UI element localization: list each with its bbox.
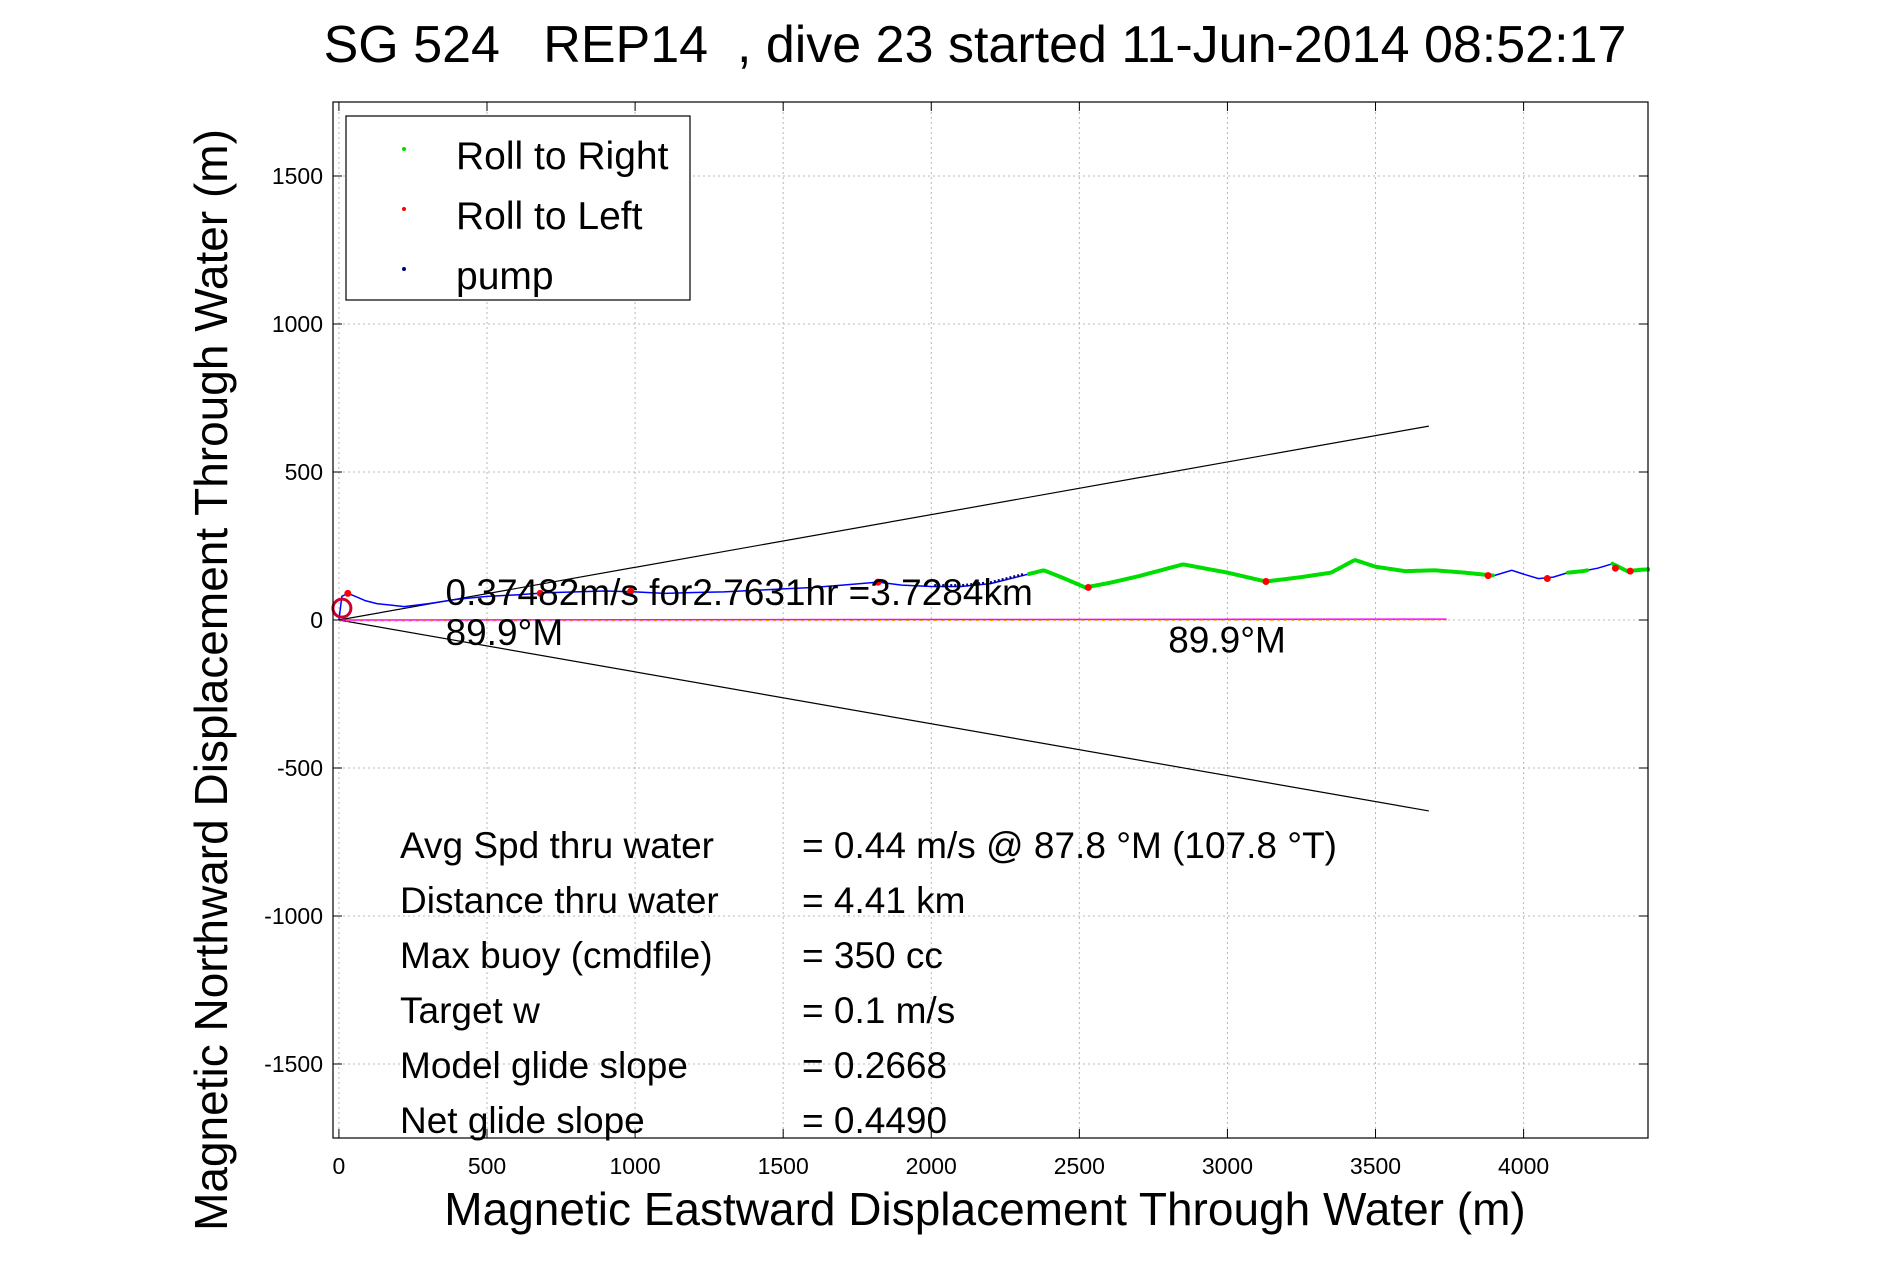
x-tick-label: 500 [468, 1153, 506, 1179]
legend-label: Roll to Right [456, 135, 669, 178]
roll-left-point [1084, 583, 1092, 591]
annotation-text: 89.9°M [446, 612, 564, 653]
stat-value: = 0.44 m/s @ 87.8 °M (107.8 °T) [802, 825, 1337, 866]
heading-line-dots [338, 619, 1447, 622]
stat-label: Max buoy (cmdfile) [400, 935, 713, 976]
y-tick-label: 500 [285, 459, 323, 485]
legend-label: Roll to Left [456, 195, 643, 238]
tick-labels: 0 500 1000 1500 2000 2500 3000 3500 4000 -1500 -10… [264, 163, 1549, 1179]
stats-block: Avg Spd thru water = 0.44 m/s @ 87.8 °M (… [400, 825, 1337, 1141]
roll-right-segment [1566, 568, 1589, 575]
y-tick-label: 0 [310, 607, 323, 633]
y-tick-label: -1000 [264, 903, 323, 929]
stat-label: Distance thru water [400, 880, 719, 921]
y-tick-label: -1500 [264, 1051, 323, 1077]
roll-left-point [1262, 578, 1270, 586]
stat-label: Avg Spd thru water [400, 825, 714, 866]
stat-label: Model glide slope [400, 1045, 688, 1086]
x-tick-label: 0 [333, 1153, 346, 1179]
stat-label: Net glide slope [400, 1100, 645, 1141]
roll-left-point [536, 589, 544, 597]
stat-value: = 350 cc [802, 935, 943, 976]
roll-right-segment [1027, 568, 1086, 589]
roll-left-point [344, 589, 352, 597]
roll-left-point [1626, 567, 1634, 575]
legend-marker [402, 147, 406, 151]
stat-value: = 0.4490 [802, 1100, 947, 1141]
x-tick-label: 3500 [1350, 1153, 1401, 1179]
axes [332, 101, 1649, 1139]
y-tick-label: 1000 [272, 311, 323, 337]
y-axis-label: Magnetic Northward Displacement Through … [185, 129, 237, 1231]
x-tick-label: 1000 [610, 1153, 661, 1179]
stat-label: Target w [400, 990, 540, 1031]
legend: Roll to Right Roll to Left pump [345, 115, 691, 301]
legend-marker [402, 207, 406, 211]
roll-left-point [627, 587, 635, 595]
heading-line [338, 618, 1447, 621]
roll-left-point [1611, 564, 1619, 572]
reference-lines [338, 425, 1447, 812]
track-line [338, 559, 1649, 621]
legend-marker [402, 267, 406, 271]
x-tick-label: 3000 [1202, 1153, 1253, 1179]
stat-value: = 4.41 km [802, 880, 966, 921]
x-tick-label: 2500 [1054, 1153, 1105, 1179]
stat-value: = 0.2668 [802, 1045, 947, 1086]
annotation-text: 89.9°M [1168, 620, 1286, 661]
x-tick-label: 1500 [758, 1153, 809, 1179]
track-markers [344, 558, 1650, 597]
y-tick-label: 1500 [272, 163, 323, 189]
grid [333, 102, 1648, 1138]
roll-left-point [1484, 572, 1492, 580]
x-tick-label: 4000 [1498, 1153, 1549, 1179]
roll-left-point [1543, 575, 1551, 583]
annotation-text: 0.37482m/s for2.7631hr =3.7284km [446, 572, 1033, 613]
legend-label: pump [456, 255, 554, 298]
y-tick-label: -500 [277, 755, 323, 781]
x-axis-label: Magnetic Eastward Displacement Through W… [444, 1183, 1525, 1235]
stat-value: = 0.1 m/s [802, 990, 955, 1031]
x-tick-label: 2000 [906, 1153, 957, 1179]
roll-right-segment [1083, 558, 1495, 590]
roll-left-point [874, 578, 882, 586]
cone-line [338, 619, 1429, 812]
cone-line [338, 425, 1429, 621]
pump-segment [934, 572, 1026, 588]
chart-title: SG 524 REP14 , dive 23 started 11-Jun-20… [324, 16, 1627, 74]
